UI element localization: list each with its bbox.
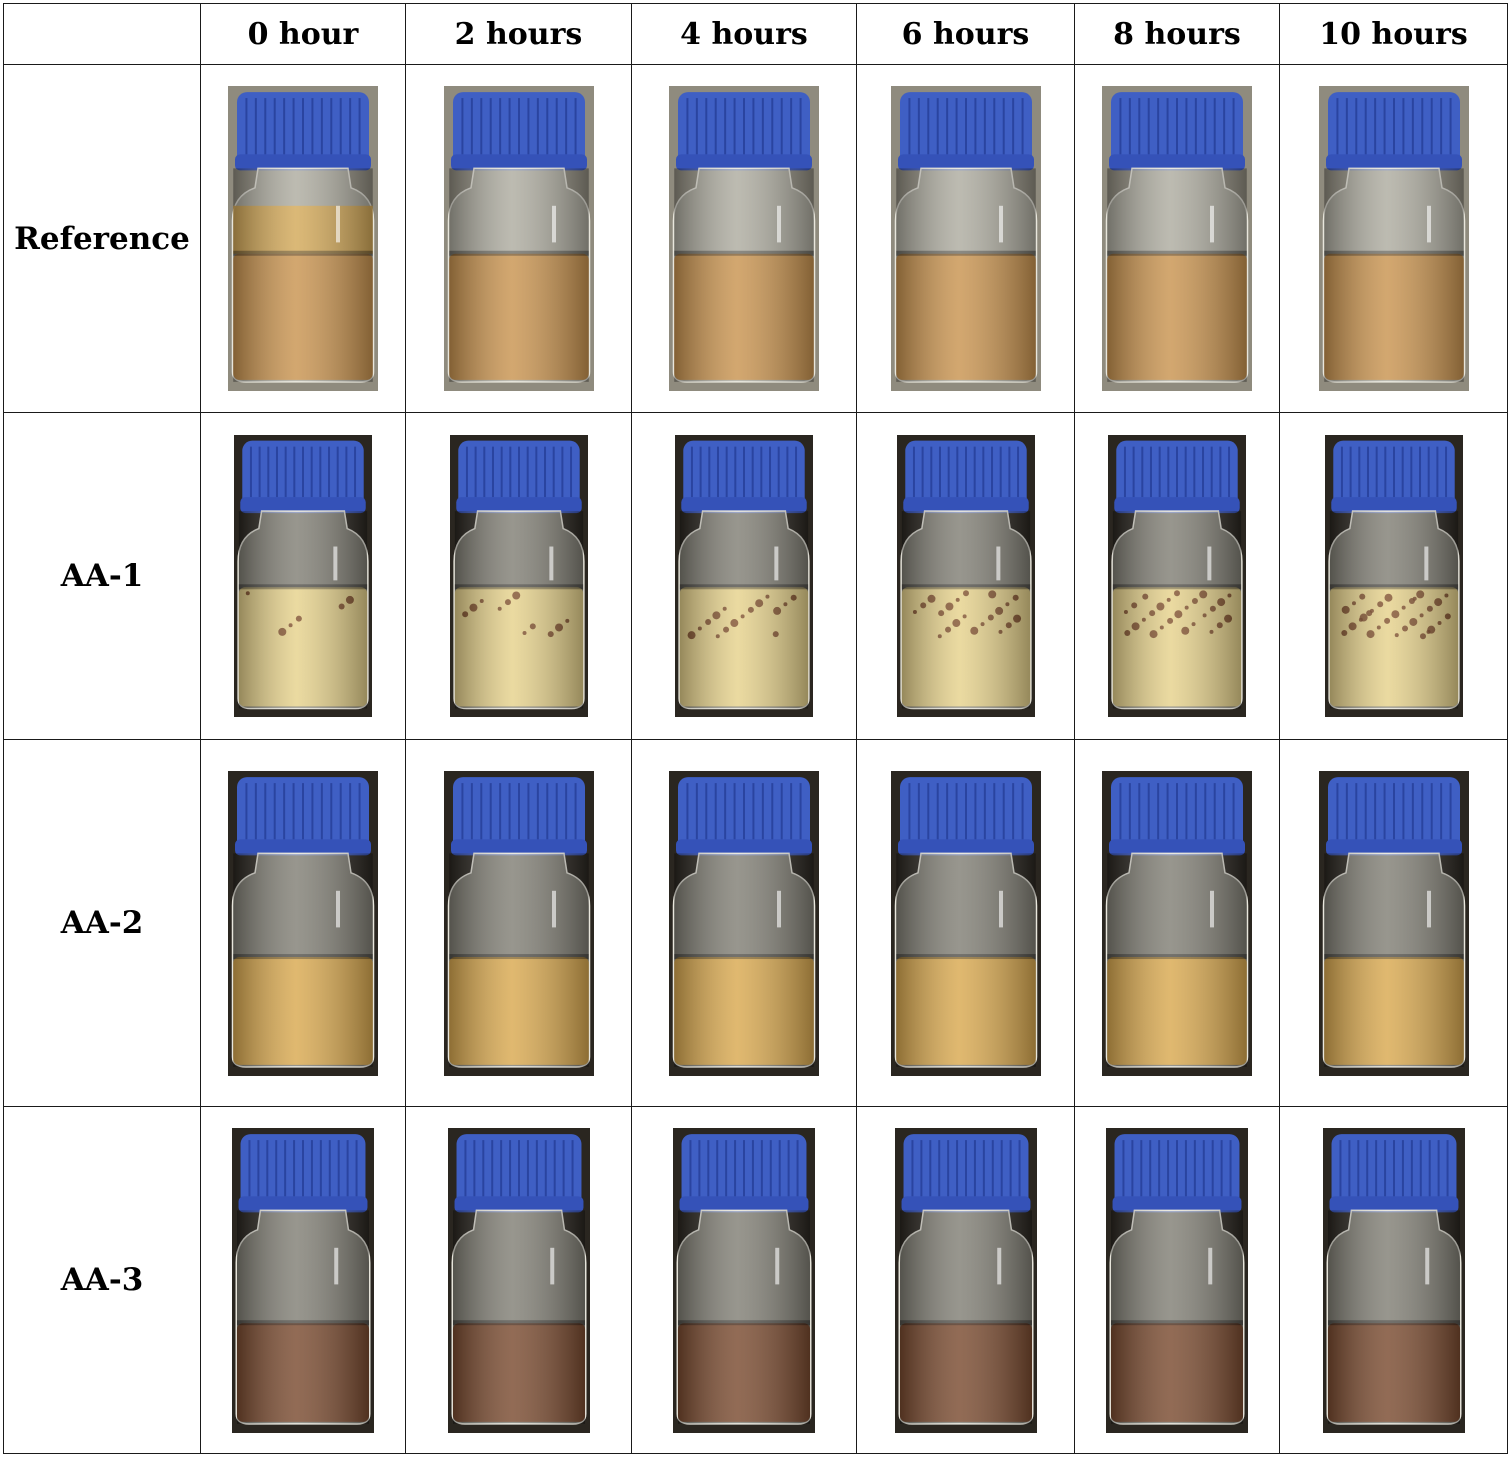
photo-cell bbox=[1279, 412, 1508, 740]
bottle-comparison-table: 0 hour 2 hours 4 hours 6 hours 8 hours 1… bbox=[3, 3, 1508, 1454]
photo-cell bbox=[200, 1106, 406, 1454]
row-label-aa1: AA-1 bbox=[3, 412, 201, 740]
table-row-aa1: AA-1 bbox=[3, 412, 1508, 740]
bottle-photo bbox=[894, 1127, 1037, 1433]
photo-cell bbox=[1279, 1106, 1508, 1454]
photo-cell bbox=[856, 412, 1075, 740]
bottle-photo bbox=[890, 770, 1041, 1076]
corner-cell bbox=[3, 3, 201, 65]
column-header-8h: 8 hours bbox=[1074, 3, 1280, 65]
photo-cell bbox=[1074, 1106, 1280, 1454]
column-header-4h: 4 hours bbox=[631, 3, 857, 65]
bottle-photo bbox=[1102, 86, 1252, 391]
bottle-photo bbox=[449, 435, 588, 717]
photo-cell bbox=[631, 739, 857, 1107]
photo-cell bbox=[200, 739, 406, 1107]
photo-cell bbox=[856, 64, 1075, 413]
table-row-reference: Reference bbox=[3, 64, 1508, 413]
row-label-aa2: AA-2 bbox=[3, 739, 201, 1107]
bottle-photo bbox=[1108, 435, 1246, 717]
photo-cell bbox=[631, 1106, 857, 1454]
bottle-photo bbox=[1318, 86, 1469, 391]
photo-cell bbox=[631, 64, 857, 413]
column-header-2h: 2 hours bbox=[405, 3, 632, 65]
photo-cell bbox=[1279, 739, 1508, 1107]
bottle-photo bbox=[1322, 1127, 1465, 1433]
bottle-photo bbox=[443, 770, 594, 1076]
header-row: 0 hour 2 hours 4 hours 6 hours 8 hours 1… bbox=[3, 3, 1508, 65]
bottle-photo bbox=[443, 86, 594, 391]
photo-cell bbox=[1074, 412, 1280, 740]
bottle-photo bbox=[1102, 770, 1252, 1076]
bottle-photo bbox=[232, 1127, 374, 1433]
photo-cell bbox=[631, 412, 857, 740]
bottle-photo bbox=[669, 770, 819, 1076]
photo-cell bbox=[1279, 64, 1508, 413]
photo-cell bbox=[1074, 739, 1280, 1107]
column-header-0h: 0 hour bbox=[200, 3, 406, 65]
table-row-aa3: AA-3 bbox=[3, 1106, 1508, 1454]
row-label-reference: Reference bbox=[3, 64, 201, 413]
row-label-aa3: AA-3 bbox=[3, 1106, 201, 1454]
bottle-photo bbox=[890, 86, 1041, 391]
bottle-photo bbox=[1106, 1127, 1248, 1433]
bottle-photo bbox=[896, 435, 1035, 717]
photo-cell bbox=[856, 1106, 1075, 1454]
photo-cell bbox=[200, 64, 406, 413]
bottle-photo bbox=[228, 86, 378, 391]
photo-cell bbox=[856, 739, 1075, 1107]
bottle-photo bbox=[234, 435, 372, 717]
photo-cell bbox=[405, 64, 632, 413]
bottle-photo bbox=[675, 435, 813, 717]
photo-cell bbox=[405, 739, 632, 1107]
table-row-aa2: AA-2 bbox=[3, 739, 1508, 1107]
photo-cell bbox=[405, 1106, 632, 1454]
column-header-6h: 6 hours bbox=[856, 3, 1075, 65]
bottle-photo bbox=[228, 770, 378, 1076]
photo-cell bbox=[200, 412, 406, 740]
bottle-photo bbox=[673, 1127, 815, 1433]
photo-cell bbox=[1074, 64, 1280, 413]
bottle-photo bbox=[1318, 770, 1469, 1076]
photo-cell bbox=[405, 412, 632, 740]
bottle-photo bbox=[1324, 435, 1463, 717]
column-header-10h: 10 hours bbox=[1279, 3, 1508, 65]
bottle-photo bbox=[669, 86, 819, 391]
bottle-photo bbox=[447, 1127, 590, 1433]
